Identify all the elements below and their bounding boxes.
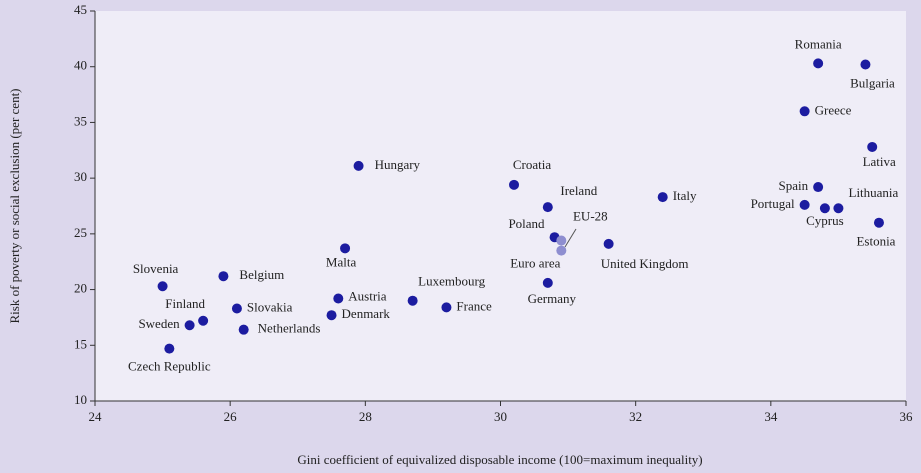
point bbox=[873, 217, 884, 228]
point-label: Hungary bbox=[375, 157, 421, 172]
point-label: Lithuania bbox=[849, 185, 899, 200]
x-tick-label: 30 bbox=[494, 409, 507, 424]
point bbox=[556, 235, 567, 246]
point-label: Czech Republic bbox=[128, 359, 211, 374]
y-tick-label: 10 bbox=[74, 392, 87, 407]
point-label: Euro area bbox=[510, 256, 560, 271]
point-label: Sweden bbox=[138, 316, 180, 331]
point-label: Slovakia bbox=[247, 299, 293, 314]
point-label: Italy bbox=[673, 188, 697, 203]
point-label: Malta bbox=[326, 254, 357, 269]
y-tick-label: 15 bbox=[74, 336, 87, 351]
point bbox=[164, 343, 175, 354]
point bbox=[556, 245, 567, 256]
point bbox=[813, 182, 824, 193]
point-label: Romania bbox=[795, 36, 842, 51]
point bbox=[603, 238, 614, 249]
y-tick-label: 25 bbox=[74, 225, 87, 240]
point bbox=[833, 203, 844, 214]
point-label: Luxembourg bbox=[418, 274, 485, 289]
point bbox=[860, 59, 871, 70]
point-label: Denmark bbox=[342, 306, 391, 321]
leader-line bbox=[564, 228, 577, 248]
y-tick-label: 20 bbox=[74, 281, 87, 296]
point bbox=[184, 320, 195, 331]
x-tick-label: 34 bbox=[764, 409, 778, 424]
y-tick-label: 35 bbox=[74, 113, 87, 128]
point bbox=[867, 141, 878, 152]
point-label: France bbox=[456, 298, 492, 313]
point bbox=[340, 243, 351, 254]
point-label: Netherlands bbox=[258, 321, 321, 336]
point bbox=[231, 303, 242, 314]
point bbox=[333, 293, 344, 304]
point bbox=[542, 277, 553, 288]
point bbox=[198, 315, 209, 326]
point bbox=[819, 203, 830, 214]
point bbox=[407, 295, 418, 306]
point-label: Ireland bbox=[560, 183, 597, 198]
point-label: Greece bbox=[815, 102, 852, 117]
point bbox=[509, 179, 520, 190]
point-label: Lativa bbox=[863, 154, 896, 169]
point bbox=[157, 281, 168, 292]
point-label: Austria bbox=[348, 288, 387, 303]
point-label: EU-28 bbox=[573, 209, 608, 224]
point-label: Slovenia bbox=[133, 261, 179, 276]
x-tick-label: 26 bbox=[224, 409, 238, 424]
x-axis-label: Gini coefficient of equivalized disposab… bbox=[297, 452, 702, 467]
point-label: Spain bbox=[779, 178, 809, 193]
y-tick-label: 30 bbox=[74, 169, 87, 184]
point-label: Portugal bbox=[751, 196, 795, 211]
point bbox=[238, 324, 249, 335]
point-label: Finland bbox=[165, 296, 205, 311]
point-label: United Kingdom bbox=[601, 256, 689, 271]
point bbox=[326, 310, 337, 321]
x-tick-label: 24 bbox=[89, 409, 103, 424]
point bbox=[218, 271, 229, 282]
y-tick-label: 45 bbox=[74, 2, 87, 17]
plot-area bbox=[95, 11, 906, 401]
point-label: Belgium bbox=[239, 267, 284, 282]
point bbox=[813, 58, 824, 69]
point bbox=[657, 192, 668, 203]
point-label: Germany bbox=[528, 291, 577, 306]
x-tick-label: 36 bbox=[900, 409, 914, 424]
point bbox=[799, 106, 810, 117]
point bbox=[353, 160, 364, 171]
point-label: Croatia bbox=[513, 157, 551, 172]
x-tick-label: 28 bbox=[359, 409, 372, 424]
point-label: Cyprus bbox=[806, 213, 844, 228]
point-label: Poland bbox=[508, 216, 545, 231]
point bbox=[799, 199, 810, 210]
y-tick-label: 40 bbox=[74, 58, 87, 73]
point bbox=[542, 202, 553, 213]
x-tick-label: 32 bbox=[629, 409, 642, 424]
y-axis-label: Risk of poverty or social exclusion (per… bbox=[7, 88, 22, 323]
point-label: Bulgaria bbox=[850, 75, 895, 90]
point-label: Estonia bbox=[856, 234, 895, 249]
point bbox=[441, 302, 452, 313]
